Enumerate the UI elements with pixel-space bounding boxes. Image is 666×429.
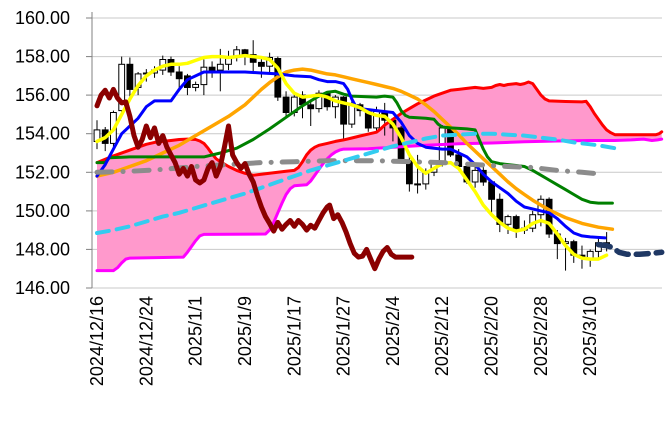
x-tick-label: 2025/1/17 — [284, 296, 304, 376]
x-tick-label: 2025/3/10 — [580, 296, 600, 376]
series-senkou-a — [95, 80, 664, 177]
x-tick-label: 2024/12/16 — [87, 296, 107, 386]
ichimoku-cloud — [97, 82, 662, 271]
series-ma-orange — [95, 67, 615, 231]
x-tick-label: 2025/2/20 — [482, 296, 502, 376]
series-ma-blue — [95, 70, 607, 240]
candle-body-down — [126, 63, 134, 90]
series-senkou-b — [95, 137, 664, 273]
candle-body-down — [175, 71, 183, 80]
series-chikou-lagging — [94, 86, 415, 272]
x-tick-label: 2025/1/27 — [334, 296, 354, 376]
x-tick-label: 2025/2/28 — [531, 296, 551, 376]
y-tick-label: 150.00 — [15, 201, 70, 221]
candle-body-down — [307, 104, 315, 110]
x-tick-label: 2025/1/1 — [186, 296, 206, 366]
series-ma-yellow — [95, 53, 609, 261]
candle-body-down — [258, 61, 265, 67]
candle-body-up — [348, 104, 356, 125]
candle-body-down — [208, 66, 216, 71]
y-tick-label: 156.00 — [15, 85, 70, 105]
y-tick-label: 146.00 — [15, 278, 70, 298]
candle-body-up — [200, 66, 208, 86]
candle-body-down — [512, 216, 520, 231]
series-ma-navy-dashed — [595, 241, 665, 258]
candle-body-up — [216, 63, 224, 71]
candle-body-down — [406, 160, 413, 185]
y-tick-label: 158.00 — [15, 47, 70, 67]
y-tick-label: 160.00 — [15, 8, 70, 28]
series-ma-green — [95, 89, 614, 205]
candle-body-up — [118, 63, 126, 112]
x-tick-label: 2025/2/4 — [383, 296, 403, 366]
candle-body-up — [315, 92, 323, 110]
candle-body-up — [471, 169, 479, 183]
y-tick-label: 148.00 — [15, 239, 70, 259]
candle-body-up — [504, 216, 512, 225]
y-tick-label: 152.00 — [15, 162, 70, 182]
x-tick-label: 2024/12/24 — [136, 296, 156, 386]
x-axis-labels: 2024/12/16 2024/12/24 2025/1/1 2025/1/9 2025… — [87, 296, 600, 386]
x-tick-label: 2025/1/9 — [235, 296, 255, 366]
candle-body-up — [414, 183, 422, 186]
candle-body-up — [192, 84, 199, 88]
series-ma-cyan-dashed — [95, 131, 617, 235]
y-axis-labels: 160.00 158.00 156.00 154.00 152.00 150.00 148.… — [15, 8, 70, 298]
x-tick-label: 2025/2/12 — [432, 296, 452, 376]
candle-body-down — [340, 96, 348, 125]
candle-body-down — [282, 96, 290, 113]
y-tick-label: 154.00 — [15, 124, 70, 144]
